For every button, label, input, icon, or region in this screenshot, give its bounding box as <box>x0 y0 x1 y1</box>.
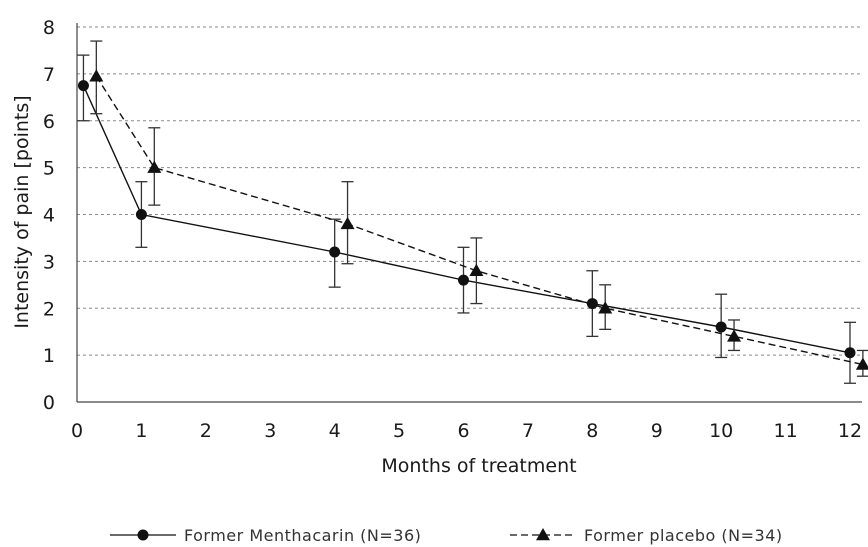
x-tick-label: 7 <box>522 420 534 442</box>
x-tick-label: 4 <box>329 420 341 442</box>
y-tick-label: 1 <box>43 345 55 367</box>
x-tick-label: 9 <box>651 420 663 442</box>
x-tick-label: 11 <box>773 420 797 442</box>
y-tick-label: 6 <box>43 111 55 133</box>
grid-lines <box>77 26 862 356</box>
y-axis-title: Intensity of pain [points] <box>11 95 33 328</box>
data-point <box>469 263 484 276</box>
data-point <box>147 160 162 173</box>
data-point <box>855 357 868 370</box>
x-tick-label: 6 <box>457 420 469 442</box>
x-tick-labels: 0 1 2 3 4 5 6 7 8 9 10 11 12 <box>71 420 862 442</box>
x-tick-label: 3 <box>264 420 276 442</box>
legend-label: Former Menthacarin (N=36) <box>184 526 421 545</box>
y-tick-label: 5 <box>43 158 55 180</box>
data-point <box>844 347 856 359</box>
legend-marker <box>536 528 550 541</box>
data-point <box>598 301 613 314</box>
y-tick-labels: 0 1 2 3 4 5 6 7 8 <box>43 17 55 414</box>
x-tick-label: 12 <box>838 420 862 442</box>
data-point <box>586 298 598 310</box>
x-tick-label: 10 <box>709 420 733 442</box>
y-tick-label: 8 <box>43 17 55 39</box>
axes <box>76 23 862 403</box>
series-group <box>77 54 856 384</box>
x-axis-title: Months of treatment <box>381 455 576 477</box>
data-point <box>135 209 147 220</box>
legend-label: Former placebo (N=34) <box>584 526 783 545</box>
y-tick-label: 4 <box>43 205 55 227</box>
x-tick-label: 1 <box>135 420 147 442</box>
data-point <box>727 329 742 342</box>
data-point <box>329 246 341 258</box>
y-tick-label: 0 <box>43 392 55 414</box>
data-point <box>77 80 89 92</box>
data-point <box>340 216 355 230</box>
series <box>77 40 868 384</box>
series-group <box>89 40 868 377</box>
data-point <box>458 274 469 286</box>
y-tick-label: 3 <box>43 251 55 273</box>
x-tick-label: 5 <box>393 420 405 442</box>
y-tick-label: 2 <box>43 298 55 320</box>
x-tick-label: 0 <box>71 420 83 442</box>
y-tick-label: 7 <box>43 64 55 86</box>
legend-marker <box>137 529 149 541</box>
data-point <box>89 69 104 82</box>
data-point <box>715 321 727 333</box>
legend: Former Menthacarin (N=36) Former placebo … <box>110 526 783 545</box>
x-tick-label: 2 <box>200 420 212 442</box>
x-tick-label: 8 <box>586 420 598 442</box>
series-line <box>95 75 864 366</box>
